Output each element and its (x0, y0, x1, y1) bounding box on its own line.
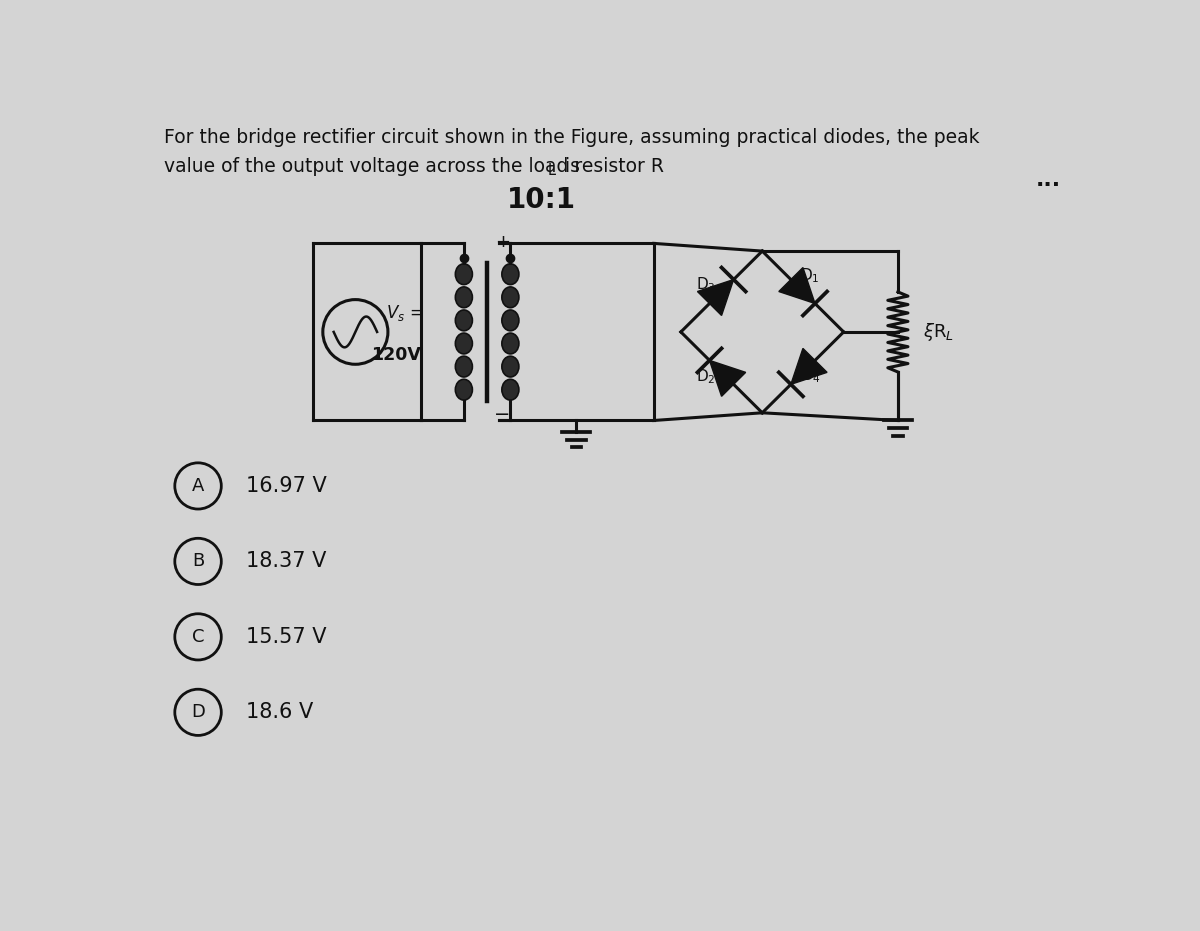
Text: 18.37 V: 18.37 V (246, 551, 326, 572)
Text: −: − (494, 405, 511, 425)
Ellipse shape (502, 310, 518, 331)
Text: 18.6 V: 18.6 V (246, 702, 313, 722)
Ellipse shape (502, 357, 518, 377)
Text: value of the output voltage across the load resistor R: value of the output voltage across the l… (164, 157, 664, 176)
Polygon shape (779, 267, 815, 304)
Text: 15.57 V: 15.57 V (246, 627, 326, 647)
Ellipse shape (455, 333, 473, 354)
Ellipse shape (455, 263, 473, 285)
Text: C: C (192, 627, 204, 646)
Text: D$_1$: D$_1$ (800, 266, 820, 285)
Ellipse shape (502, 379, 518, 400)
Text: 10:1: 10:1 (506, 185, 576, 213)
Text: L: L (547, 163, 556, 178)
Text: ...: ... (1036, 170, 1061, 190)
Text: B: B (192, 552, 204, 571)
Text: D$_2$: D$_2$ (696, 367, 715, 386)
Text: D$_4$: D$_4$ (802, 367, 821, 385)
Ellipse shape (455, 357, 473, 377)
Text: For the bridge rectifier circuit shown in the Figure, assuming practical diodes,: For the bridge rectifier circuit shown i… (164, 128, 979, 147)
Text: 120V: 120V (371, 346, 421, 364)
Text: A: A (192, 477, 204, 495)
Text: 16.97 V: 16.97 V (246, 476, 326, 496)
Text: D: D (191, 703, 205, 722)
Text: +: + (496, 233, 510, 251)
Text: $\xi$R$_L$: $\xi$R$_L$ (923, 321, 954, 343)
Text: D$_3$: D$_3$ (696, 275, 715, 293)
Polygon shape (697, 279, 733, 316)
Ellipse shape (455, 310, 473, 331)
Ellipse shape (455, 287, 473, 307)
Ellipse shape (502, 333, 518, 354)
Polygon shape (709, 360, 745, 397)
Text: is: is (559, 157, 581, 176)
Ellipse shape (502, 263, 518, 285)
Polygon shape (791, 348, 827, 385)
Ellipse shape (455, 379, 473, 400)
Text: $V_s$ =: $V_s$ = (386, 303, 424, 323)
Ellipse shape (502, 287, 518, 307)
